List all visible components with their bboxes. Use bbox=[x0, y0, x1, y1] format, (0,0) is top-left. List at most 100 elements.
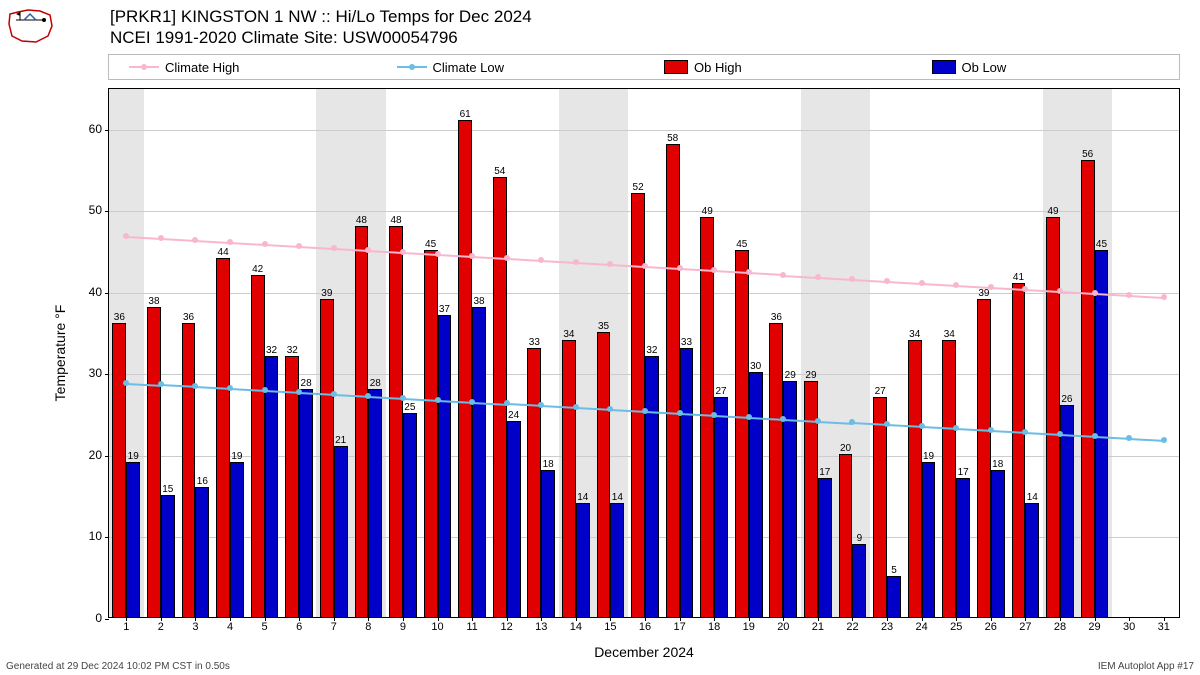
bar-ob-low bbox=[265, 356, 279, 617]
bar-ob-low bbox=[852, 544, 866, 617]
climate-low-marker bbox=[1161, 437, 1167, 443]
xtick-label: 12 bbox=[501, 617, 513, 633]
climate-high-marker bbox=[919, 280, 925, 286]
legend-item: Climate High bbox=[109, 60, 377, 75]
climate-high-marker bbox=[849, 276, 855, 282]
bar-label-low: 45 bbox=[1096, 239, 1107, 250]
bar-label-low: 27 bbox=[716, 386, 727, 397]
bar-ob-low bbox=[1060, 405, 1074, 617]
bar-label-high: 58 bbox=[667, 133, 678, 144]
xtick-label: 18 bbox=[708, 617, 720, 633]
bar-ob-high bbox=[977, 299, 991, 617]
bar-ob-low bbox=[472, 307, 486, 617]
climate-low-segment bbox=[956, 428, 991, 432]
climate-high-marker bbox=[677, 265, 683, 271]
bar-label-low: 28 bbox=[370, 378, 381, 389]
bar-label-low: 25 bbox=[404, 402, 415, 413]
climate-high-marker bbox=[435, 251, 441, 257]
climate-low-marker bbox=[296, 389, 302, 395]
ytick-label: 30 bbox=[89, 366, 108, 380]
bar-ob-high bbox=[1012, 283, 1026, 617]
bar-ob-low bbox=[645, 356, 659, 617]
footer-appid: IEM Autoplot App #17 bbox=[1098, 661, 1194, 672]
xtick-label: 27 bbox=[1019, 617, 1031, 633]
bar-ob-high bbox=[839, 454, 853, 617]
bar-ob-high bbox=[251, 275, 265, 617]
bar-ob-low bbox=[610, 503, 624, 617]
climate-high-segment bbox=[956, 285, 991, 289]
climate-low-marker bbox=[642, 408, 648, 414]
bar-ob-low bbox=[887, 576, 901, 617]
chart-title: [PRKR1] KINGSTON 1 NW :: Hi/Lo Temps for… bbox=[110, 6, 532, 49]
bar-label-high: 45 bbox=[736, 239, 747, 250]
ytick-label: 20 bbox=[89, 448, 108, 462]
xtick-label: 1 bbox=[123, 617, 129, 633]
climate-low-segment bbox=[230, 388, 265, 392]
bar-label-high: 54 bbox=[494, 166, 505, 177]
ytick-label: 60 bbox=[89, 122, 108, 136]
bar-ob-low bbox=[576, 503, 590, 617]
legend-label: Ob Low bbox=[962, 60, 1007, 75]
xtick-label: 9 bbox=[400, 617, 406, 633]
bar-label-high: 36 bbox=[114, 312, 125, 323]
bar-ob-high bbox=[1081, 160, 1095, 617]
climate-high-marker bbox=[884, 278, 890, 284]
xtick-label: 19 bbox=[743, 617, 755, 633]
bar-label-low: 24 bbox=[508, 410, 519, 421]
bar-ob-low bbox=[991, 470, 1005, 617]
bar-label-high: 49 bbox=[1047, 206, 1058, 217]
bar-label-high: 45 bbox=[425, 239, 436, 250]
bar-ob-high bbox=[769, 323, 783, 617]
bar-label-high: 35 bbox=[598, 321, 609, 332]
bar-label-low: 14 bbox=[577, 492, 588, 503]
bar-ob-low bbox=[507, 421, 521, 617]
xtick-label: 2 bbox=[158, 617, 164, 633]
bar-label-high: 49 bbox=[702, 206, 713, 217]
legend-label: Climate High bbox=[165, 60, 239, 75]
bar-label-low: 32 bbox=[266, 345, 277, 356]
xtick-label: 4 bbox=[227, 617, 233, 633]
bar-ob-high bbox=[355, 226, 369, 617]
bar-label-low: 19 bbox=[231, 451, 242, 462]
y-axis-label: Temperature °F bbox=[52, 305, 68, 402]
bar-label-high: 44 bbox=[218, 247, 229, 258]
bar-label-high: 39 bbox=[978, 288, 989, 299]
bar-ob-low bbox=[541, 470, 555, 617]
bar-label-high: 33 bbox=[529, 337, 540, 348]
bar-label-high: 29 bbox=[805, 370, 816, 381]
bar-label-high: 34 bbox=[909, 329, 920, 340]
climate-low-marker bbox=[953, 425, 959, 431]
bar-label-high: 38 bbox=[148, 296, 159, 307]
climate-low-marker bbox=[746, 414, 752, 420]
bar-label-low: 26 bbox=[1061, 394, 1072, 405]
bar-ob-low bbox=[334, 446, 348, 617]
climate-high-marker bbox=[746, 269, 752, 275]
bar-label-low: 33 bbox=[681, 337, 692, 348]
bar-ob-high bbox=[424, 250, 438, 617]
climate-low-marker bbox=[1057, 431, 1063, 437]
bar-label-low: 21 bbox=[335, 435, 346, 446]
bar-ob-low bbox=[368, 389, 382, 617]
climate-low-marker bbox=[815, 418, 821, 424]
bar-label-low: 32 bbox=[646, 345, 657, 356]
bar-ob-low bbox=[403, 413, 417, 617]
bar-label-low: 38 bbox=[473, 296, 484, 307]
climate-low-marker bbox=[1126, 435, 1132, 441]
climate-low-marker bbox=[192, 383, 198, 389]
climate-low-marker bbox=[469, 399, 475, 405]
bar-ob-high bbox=[527, 348, 541, 617]
xtick-label: 8 bbox=[365, 617, 371, 633]
xtick-label: 20 bbox=[777, 617, 789, 633]
bar-label-high: 36 bbox=[183, 312, 194, 323]
legend-item: Ob Low bbox=[912, 60, 1180, 75]
xtick-label: 7 bbox=[331, 617, 337, 633]
legend-item: Climate Low bbox=[377, 60, 645, 75]
bar-ob-high bbox=[735, 250, 749, 617]
bar-ob-high bbox=[666, 144, 680, 617]
xtick-label: 15 bbox=[604, 617, 616, 633]
xtick-label: 5 bbox=[262, 617, 268, 633]
climate-high-marker bbox=[365, 247, 371, 253]
bar-ob-high bbox=[112, 323, 126, 617]
xtick-label: 11 bbox=[466, 617, 477, 633]
climate-low-marker bbox=[849, 419, 855, 425]
